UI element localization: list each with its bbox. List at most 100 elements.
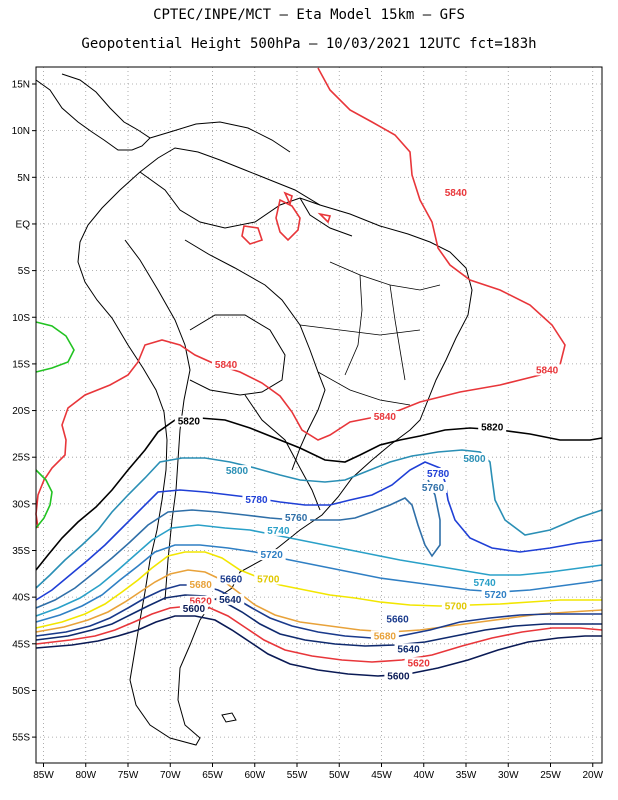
contour-label: 5760 (422, 483, 445, 494)
contour-label: 5720 (261, 550, 284, 561)
lat-tick-label: 10S (12, 313, 30, 324)
contour-label: 5620 (190, 597, 213, 608)
contour-label-bg (384, 670, 413, 682)
lon-tick-label: 40W (413, 770, 434, 781)
border-andes (124, 239, 191, 601)
border-paraguay-uruguay (244, 394, 321, 511)
contour-5620 (35, 605, 603, 663)
contour-label: 5780 (427, 469, 450, 480)
contour-label-bg (223, 465, 252, 477)
contour-label: 5700 (445, 601, 468, 612)
contour-label-bg (441, 600, 470, 612)
lat-tick-label: 40S (12, 593, 30, 604)
lat-tick-label: 10N (12, 126, 30, 137)
contour-label: 5820 (481, 422, 504, 433)
contour-label-bg (257, 549, 286, 561)
lon-tick-label: 85W (33, 770, 54, 781)
contour-label-bg (424, 467, 453, 479)
contour-label-bg (441, 187, 470, 199)
south-america-coastline (77, 147, 473, 746)
lon-tick-label: 80W (75, 770, 96, 781)
lon-tick-label: 45W (371, 770, 392, 781)
contour-label-bg (254, 573, 283, 585)
contour-label: 5780 (245, 495, 268, 506)
contour-label: 5840 (215, 360, 238, 371)
lat-tick-label: 5N (17, 173, 30, 184)
contour-label: 5660 (220, 574, 243, 585)
contour-label: 5800 (463, 454, 486, 465)
contour-label-bg (242, 494, 271, 506)
contour-label: 5600 (183, 604, 206, 615)
contour-label-bg (460, 452, 489, 464)
contour-5860-green (35, 321, 75, 529)
lon-tick-label: 65W (202, 770, 223, 781)
lon-tick-label: 55W (287, 770, 308, 781)
contour-label-bg (186, 595, 215, 607)
contour-5780 (35, 461, 603, 601)
contour-label-bg (394, 643, 423, 655)
contour-label: 5620 (408, 658, 431, 669)
contour-5840-amazon (241, 191, 332, 245)
contour-label-bg (212, 358, 241, 370)
contour-label: 5680 (190, 580, 213, 591)
lat-tick-label: 50S (12, 686, 30, 697)
contour-label: 5740 (473, 578, 496, 589)
lat-tick-label: 25S (12, 453, 30, 464)
map-frame (35, 66, 603, 764)
contour-5840-north (35, 67, 566, 529)
title-line-2: Geopotential Height 500hPa – 10/03/2021 … (81, 36, 537, 52)
contour-label-bg (470, 577, 499, 589)
contour-label: 5700 (257, 574, 280, 585)
contour-label-bg (217, 573, 246, 585)
title-line-1: CPTEC/INPE/MCT – Eta Model 15km – GFS (153, 7, 465, 23)
lon-tick-label: 60W (244, 770, 265, 781)
border-brazil-west (184, 239, 326, 471)
contour-label: 5840 (445, 188, 468, 199)
lat-tick-label: 5S (18, 266, 31, 277)
caribbean-coast (149, 121, 291, 153)
contour-5640 (35, 594, 602, 647)
contour-label: 5660 (386, 614, 409, 625)
contour-5820 (35, 417, 603, 571)
contour-label-bg (404, 657, 433, 669)
contour-labels: 5840 5840 5840 5840 5820 5820 5800 5800 5780 5780… (174, 187, 562, 682)
lon-tick-label: 35W (456, 770, 477, 781)
border-venezuela-colombia (139, 171, 321, 229)
contour-5680 (35, 569, 603, 633)
contour-label-bg (370, 411, 399, 423)
lat-tick-label: 45S (12, 639, 30, 650)
contour-label: 5680 (374, 631, 397, 642)
contour-label-bg (478, 421, 507, 433)
lon-tick-label: 50W (329, 770, 350, 781)
contour-label-bg (533, 364, 562, 376)
brazil-states (299, 261, 441, 406)
lon-tick-label: 30W (498, 770, 519, 781)
contour-label-bg (216, 593, 245, 605)
lat-tick-label: 15S (12, 359, 30, 370)
contour-label-bg (370, 630, 399, 642)
lat-tick-label: 20S (12, 406, 30, 417)
border-guianas (299, 197, 353, 237)
contour-5800 (35, 449, 603, 589)
lat-tick-label: 15N (12, 80, 30, 91)
contour-label: 5820 (178, 417, 201, 428)
contour-label-bg (419, 481, 448, 493)
lat-tick-label: 55S (12, 733, 30, 744)
central-america-coastline (35, 73, 151, 151)
contour-label-bg (481, 589, 510, 601)
lon-tick-label: 70W (160, 770, 181, 781)
contour-label: 5600 (387, 671, 410, 682)
falkland-islands (221, 712, 237, 723)
axis-ticks: 85W 80W 75W 70W 65W 60W 55W 50W 45W 40W 35W 30W 25W 2… (12, 80, 604, 782)
lat-tick-label: EQ (16, 219, 31, 230)
continent-outline (35, 73, 473, 746)
contour-label: 5640 (397, 644, 420, 655)
contour-label-bg (264, 524, 293, 536)
contour-label-bg (179, 603, 208, 615)
contour-label-bg (174, 415, 203, 427)
contour-5660 (35, 584, 602, 639)
lon-tick-label: 20W (582, 770, 603, 781)
lat-tick-label: 30S (12, 499, 30, 510)
contour-label: 5760 (285, 513, 308, 524)
